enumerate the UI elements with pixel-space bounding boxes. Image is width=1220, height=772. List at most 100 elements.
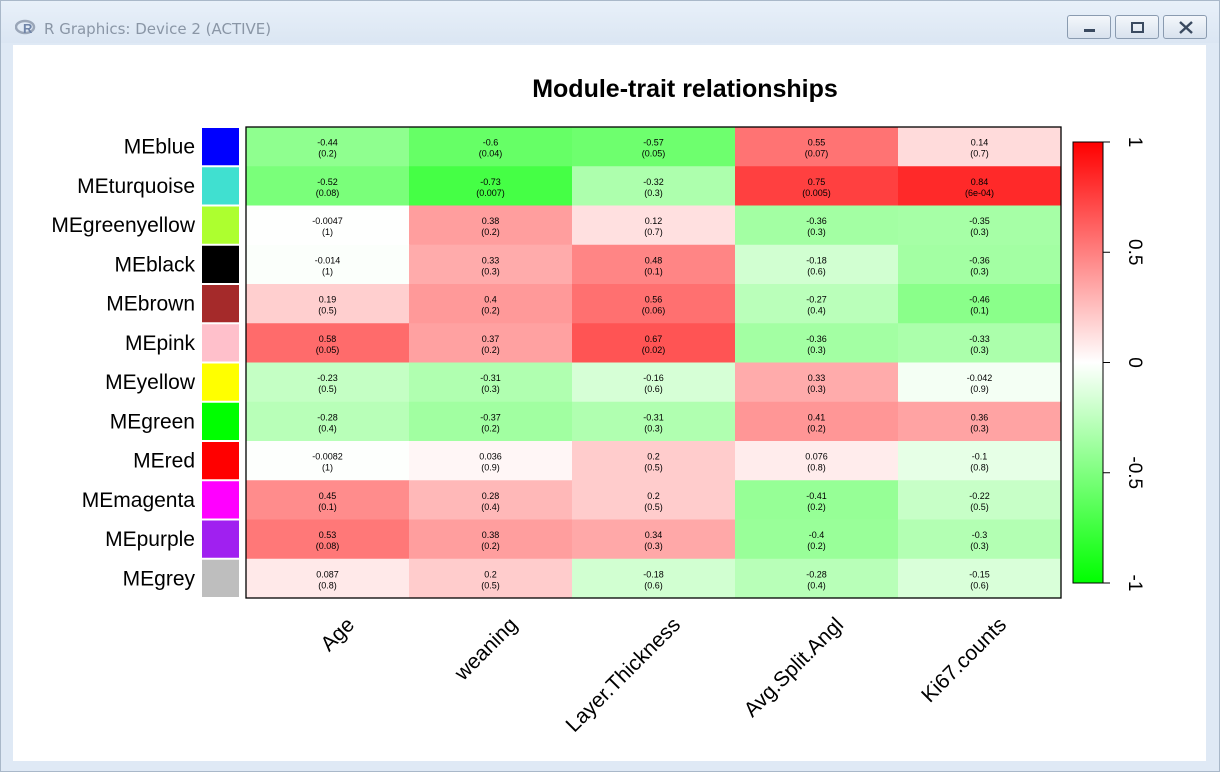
svg-text:R: R [23,21,33,35]
row-label: MEpink [125,332,196,355]
heatmap-cell [572,519,736,560]
heatmap-cell [246,205,410,246]
heatmap-cell [572,166,736,206]
row-label: MEbrown [106,293,195,316]
row-label: MEred [133,450,195,473]
module-color-swatch [202,128,239,166]
heatmap-cell [735,284,899,324]
row-label: MEgreen [110,410,195,433]
cell-pvalue-label: (0.3) [644,188,663,198]
cell-pvalue-label: (0.1) [970,306,989,316]
cell-correlation-label: -0.31 [480,373,501,383]
row-label: MEturquoise [77,175,195,198]
cell-correlation-label: -0.22 [969,491,990,501]
heatmap-cell [246,519,410,560]
color-legend: -1 -0.5 0 0.5 1 [1072,137,1145,591]
cell-pvalue-label: (0.5) [644,463,663,473]
heatmap-cell [409,166,573,206]
cell-correlation-label: 0.56 [645,295,663,305]
heatmap-cell [246,401,410,442]
chart-title: Module-trait relationships [532,75,838,103]
cell-pvalue-label: (0.4) [807,580,826,590]
heatmap-cell [246,284,410,324]
maximize-icon [1131,22,1144,33]
cell-pvalue-label: (6e-04) [965,188,994,198]
row-label: MEgrey [123,567,196,590]
cell-correlation-label: -0.18 [643,569,664,579]
cell-pvalue-label: (0.3) [807,384,826,394]
heatmap-cell [735,244,899,285]
cell-correlation-label: 0.36 [971,412,989,422]
heatmap-plot: Module-trait relationships MEblue MEturqu… [51,75,1145,737]
cell-pvalue-label: (0.3) [481,384,500,394]
cell-pvalue-label: (0.2) [481,306,500,316]
cell-pvalue-label: (1) [322,227,333,237]
heatmap-cell [898,127,1062,167]
heatmap-cell [409,558,573,599]
cell-correlation-label: 0.58 [319,334,337,344]
cell-pvalue-label: (0.6) [807,266,826,276]
cell-correlation-label: -0.3 [972,530,988,540]
column-label: Ki67.counts [917,613,1011,707]
cell-pvalue-label: (0.4) [318,423,337,433]
cell-pvalue-label: (0.08) [316,541,340,551]
heatmap-cell [246,166,410,206]
cell-correlation-label: 0.37 [482,334,500,344]
module-color-swatch [202,324,239,362]
cell-pvalue-label: (0.2) [481,345,500,355]
cell-correlation-label: -0.6 [483,138,499,148]
close-button[interactable] [1163,15,1207,39]
cell-correlation-label: 0.14 [971,138,989,148]
cell-correlation-label: -0.28 [317,412,338,422]
row-label: MEmagenta [82,489,196,512]
heatmap-cells: -0.44(0.2)-0.6(0.04)-0.57(0.05)0.55(0.07… [246,127,1062,599]
heatmap-border [245,126,1062,599]
cell-pvalue-label: (0.2) [807,502,826,512]
heatmap-cell [409,480,573,520]
cell-correlation-label: 0.12 [645,216,663,226]
row-label: MEblue [124,136,195,159]
r-logo-icon: R [15,19,36,35]
cell-pvalue-label: (0.7) [644,227,663,237]
cell-pvalue-label: (0.2) [481,541,500,551]
heatmap-cell [572,323,736,363]
window-title: R Graphics: Device 2 (ACTIVE) [44,20,272,38]
cell-correlation-label: 0.2 [647,491,660,501]
heatmap-cell [898,323,1062,363]
cell-pvalue-label: (0.06) [642,306,666,316]
cell-correlation-label: -0.41 [806,491,827,501]
module-color-swatch [202,402,239,440]
module-color-swatch [202,285,239,323]
cell-pvalue-label: (0.2) [481,423,500,433]
heatmap-cell [898,480,1062,520]
heatmap-cell [409,362,573,403]
cell-pvalue-label: (0.9) [481,463,500,473]
minimize-button[interactable] [1067,15,1111,39]
colorbar-gradient [1072,141,1104,584]
heatmap-cell [572,244,736,285]
cell-pvalue-label: (0.8) [807,463,826,473]
heatmap-cell [898,441,1062,481]
title-bar[interactable]: R R Graphics: Device 2 (ACTIVE) [1,1,1219,43]
cell-pvalue-label: (1) [322,463,333,473]
close-icon [1179,21,1193,34]
cell-correlation-label: -0.52 [317,177,338,187]
row-label: MEgreenyellow [51,214,195,237]
cell-correlation-label: -0.0047 [312,216,343,226]
cell-correlation-label: -0.0082 [312,452,343,462]
heatmap-cell [898,166,1062,206]
module-color-swatch [202,481,239,519]
heatmap-cell [246,127,410,167]
heatmap-cell [246,441,410,481]
cell-correlation-label: -0.27 [806,295,827,305]
heatmap-cell [246,323,410,363]
cell-pvalue-label: (0.3) [644,423,663,433]
maximize-button[interactable] [1115,15,1159,39]
cell-pvalue-label: (0.6) [644,580,663,590]
cell-pvalue-label: (0.5) [481,580,500,590]
column-label: Layer.Thickness [561,613,685,737]
row-label: MEyellow [105,371,196,394]
cell-pvalue-label: (0.4) [481,502,500,512]
heatmap-cell [898,205,1062,246]
row-label: MEblack [114,253,195,276]
